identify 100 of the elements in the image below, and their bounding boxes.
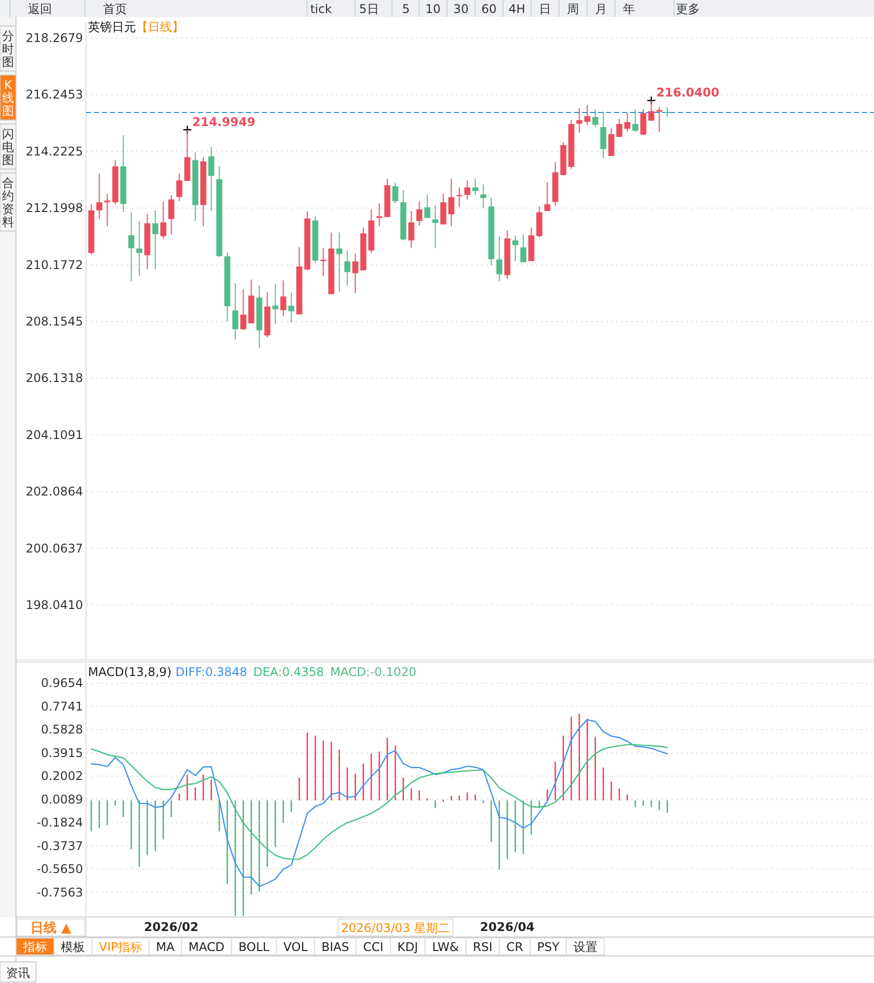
chart-title: MACD(13,8,9) <box>88 665 172 679</box>
y-tick-label: 0.5828 <box>41 722 83 737</box>
y-tick-label: 206.1318 <box>26 371 83 386</box>
y-tick-label: 198.0410 <box>26 598 83 612</box>
candlestick <box>640 108 646 136</box>
text: 10 <box>425 2 441 16</box>
candlestick <box>96 173 102 220</box>
candlestick <box>584 104 590 126</box>
candlestick <box>320 248 326 277</box>
candlestick <box>104 193 110 227</box>
y-tick-label: 0.3915 <box>41 746 83 760</box>
text: MACD:-0.1020 <box>330 665 416 679</box>
y-tick-label: 210.1772 <box>26 258 83 272</box>
candlestick <box>160 200 166 240</box>
candlestick <box>176 172 182 202</box>
y-tick-label: 218.2679 <box>26 31 83 46</box>
y-tick-label: 204.1091 <box>26 428 83 442</box>
y-tick-label: 212.1998 <box>26 201 83 216</box>
candlestick <box>424 194 430 218</box>
candlestick <box>592 110 598 128</box>
text: 5日 <box>359 2 379 16</box>
text: MA <box>156 940 176 954</box>
text: 资讯 <box>6 966 30 980</box>
candlestick <box>432 204 438 249</box>
y-tick-label: -0.1824 <box>36 816 83 830</box>
chart-title: 英镑日元 <box>88 20 136 34</box>
text: 模板 <box>61 940 85 954</box>
text: KDJ <box>397 940 418 954</box>
text: VIP指标 <box>99 940 142 954</box>
y-tick-label: 214.2225 <box>26 144 83 158</box>
line-series <box>90 744 668 860</box>
candlestick <box>416 200 422 226</box>
x-tick-label: 2026/04 <box>480 920 535 934</box>
candlestick <box>664 106 670 118</box>
candlestick <box>464 180 470 200</box>
text: 年 <box>623 2 635 16</box>
y-tick-label: 208.1545 <box>26 314 83 329</box>
y-tick-label: -0.3737 <box>36 838 83 853</box>
candlestick <box>616 118 622 138</box>
text: MACD <box>188 940 225 954</box>
text: 30 <box>453 2 469 16</box>
text: VOL <box>283 940 308 954</box>
text: PSY <box>537 940 560 954</box>
text: 60 <box>481 2 497 16</box>
candlestick <box>208 146 214 212</box>
text: 返回 <box>28 2 52 16</box>
candlestick <box>240 288 246 331</box>
annotation: 214.9949 <box>192 114 256 129</box>
text: 日线 ▲ <box>30 921 72 936</box>
candlestick <box>472 178 478 196</box>
text: 闪电图 <box>2 127 14 167</box>
candlestick <box>520 234 526 263</box>
candlestick <box>496 236 502 282</box>
annotation: 216.0400 <box>656 85 720 100</box>
text: 指标 <box>22 940 47 954</box>
text: 日 <box>539 2 551 16</box>
candlestick <box>448 178 454 227</box>
y-tick-label: 0.9654 <box>41 676 83 690</box>
candlestick <box>136 220 142 277</box>
text: DIFF:0.3848 <box>176 665 248 679</box>
text: RSI <box>472 940 492 954</box>
candlestick <box>408 210 414 249</box>
candlestick <box>288 292 294 323</box>
text: 更多 <box>676 2 700 16</box>
candlestick <box>440 193 446 225</box>
candlestick <box>536 206 542 238</box>
y-tick-label: 202.0864 <box>26 484 83 499</box>
candlestick <box>480 184 486 209</box>
y-tick-label: -0.5650 <box>36 862 83 876</box>
candlestick <box>128 212 134 282</box>
text: 2026/03/03 星期二 <box>341 921 450 935</box>
candlestick <box>600 110 606 158</box>
y-tick-label: 200.0637 <box>26 541 83 556</box>
candlestick <box>544 182 550 212</box>
candlestick <box>272 283 278 325</box>
candlestick <box>168 194 174 235</box>
text: CR <box>506 940 524 954</box>
text: K线图 <box>2 78 14 118</box>
candlestick <box>624 112 630 132</box>
x-tick-label: 2026/02 <box>144 920 199 934</box>
candlestick <box>608 128 614 156</box>
line-series <box>90 719 668 887</box>
candlestick <box>352 253 358 294</box>
text: BOLL <box>238 940 270 954</box>
text: 5 <box>402 2 410 16</box>
text: DEA:0.4358 <box>253 665 324 679</box>
candlestick <box>232 282 238 340</box>
text: 月 <box>595 2 607 16</box>
candlestick <box>376 202 382 227</box>
text: tick <box>310 2 332 16</box>
candlestick <box>656 106 662 132</box>
text: CCI <box>363 940 384 954</box>
y-tick-label: 0.2002 <box>41 769 83 784</box>
candlestick <box>344 250 350 286</box>
candlestick <box>392 182 398 204</box>
candlestick <box>280 280 286 317</box>
text: BIAS <box>322 940 350 954</box>
text: 周 <box>567 2 579 16</box>
candlestick <box>336 232 342 293</box>
candlestick <box>576 108 582 134</box>
